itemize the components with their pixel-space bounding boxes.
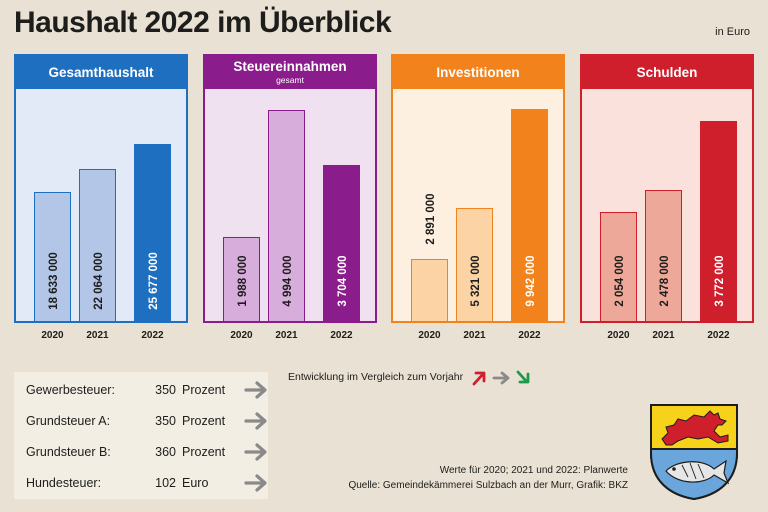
bar-value-label: 3 772 000 xyxy=(713,255,726,307)
bar-2020 xyxy=(34,192,71,321)
page-title: Haushalt 2022 im Überblick xyxy=(14,6,392,39)
bar-2021 xyxy=(79,169,116,321)
chart-title: Investitionen xyxy=(393,56,563,89)
x-tick-label: 2021 xyxy=(275,330,298,341)
chart-title-text: Investitionen xyxy=(436,65,520,80)
arrow-right-icon xyxy=(244,412,267,430)
chart-title: Schulden xyxy=(582,56,752,89)
x-tick-label: 2020 xyxy=(607,330,630,341)
tax-unit: Euro xyxy=(182,476,209,490)
tax-name: Grundsteuer B: xyxy=(26,445,111,459)
footnote-source: Quelle: Gemeindekämmerei Sulzbach an der… xyxy=(348,480,628,491)
bar-2021 xyxy=(268,110,305,321)
bar-2022 xyxy=(323,165,360,321)
bar-value-label: 2 478 000 xyxy=(658,255,671,307)
tax-rates-box: Gewerbesteuer: 350 Prozent Grundsteuer A… xyxy=(14,372,268,499)
chart-title-text: Schulden xyxy=(636,65,698,80)
tax-unit: Prozent xyxy=(182,414,226,428)
tax-value: 350 xyxy=(155,383,176,397)
bar-2021 xyxy=(456,208,493,321)
x-tick-label: 2020 xyxy=(41,330,64,341)
tax-value: 360 xyxy=(155,445,176,459)
bar-value-label: 2 891 000 xyxy=(424,193,437,245)
x-tick-label: 2022 xyxy=(518,330,541,341)
plot-area: 18 633 000 22 064 000 25 677 000 xyxy=(16,89,186,321)
arrow-right-icon xyxy=(244,443,267,461)
x-tick-label: 2021 xyxy=(463,330,486,341)
chart-subtitle: gesamt xyxy=(276,75,304,85)
bar-value-label: 3 704 000 xyxy=(336,255,349,307)
legend-text: Entwicklung im Vergleich zum Vorjahr xyxy=(288,371,464,383)
bar-value-label: 18 633 000 xyxy=(47,252,60,310)
arrow-up-icon xyxy=(472,371,486,386)
tax-unit: Prozent xyxy=(182,383,226,397)
tax-unit: Prozent xyxy=(182,445,226,459)
chart-title-text: Gesamthaushalt xyxy=(48,65,154,80)
chart-panel: Investitionen 2 891 000 5 321 000 9 942 000 xyxy=(391,54,565,323)
plot-area: 2 891 000 5 321 000 9 942 000 xyxy=(393,89,563,321)
plot-area: 1 988 000 4 994 000 3 704 000 xyxy=(205,89,375,321)
bar-2022 xyxy=(700,121,737,321)
x-tick-label: 2020 xyxy=(230,330,253,341)
chart-title-text: Steuereinnahmen xyxy=(233,59,347,74)
arrow-right-icon xyxy=(492,371,510,385)
tax-name: Hundesteuer: xyxy=(26,476,102,490)
x-tick-label: 2021 xyxy=(652,330,675,341)
bar-value-label: 25 677 000 xyxy=(147,252,160,310)
x-tick-label: 2021 xyxy=(86,330,109,341)
coat-of-arms-icon xyxy=(650,404,738,501)
chart-panel: Gesamthaushalt 18 633 000 22 064 000 25 677… xyxy=(14,54,188,323)
legend-icons xyxy=(472,370,530,386)
bar-value-label: 5 321 000 xyxy=(469,255,482,307)
bar-2022 xyxy=(134,144,171,321)
plot-area: 2 054 000 2 478 000 3 772 000 xyxy=(582,89,752,321)
bar-value-label: 9 942 000 xyxy=(524,255,537,307)
arrow-down-icon xyxy=(516,370,530,384)
tax-name: Grundsteuer A: xyxy=(26,414,111,428)
unit-label: in Euro xyxy=(715,26,750,38)
chart-panel: Steuereinnahmen gesamt 1 988 000 4 994 000 3… xyxy=(203,54,377,323)
x-tick-label: 2020 xyxy=(418,330,441,341)
tax-value: 350 xyxy=(155,414,176,428)
bar-2021 xyxy=(645,190,682,321)
footnote-planwerte: Werte für 2020; 2021 und 2022: Planwerte xyxy=(439,465,628,476)
bar-value-label: 2 054 000 xyxy=(613,255,626,307)
bar-2020 xyxy=(223,237,260,321)
arrow-right-icon xyxy=(244,474,267,492)
chart-panel: Schulden 2 054 000 2 478 000 3 772 000 xyxy=(580,54,754,323)
bar-value-label: 22 064 000 xyxy=(92,252,105,310)
bar-2020 xyxy=(411,259,448,321)
tax-value: 102 xyxy=(155,476,176,490)
arrow-right-icon xyxy=(244,381,267,399)
chart-title: Steuereinnahmen gesamt xyxy=(205,56,375,89)
bar-value-label: 1 988 000 xyxy=(236,255,249,307)
x-tick-label: 2022 xyxy=(330,330,353,341)
x-tick-label: 2022 xyxy=(141,330,164,341)
bar-value-label: 4 994 000 xyxy=(281,255,294,307)
chart-title: Gesamthaushalt xyxy=(16,56,186,89)
bar-2020 xyxy=(600,212,637,321)
x-tick-label: 2022 xyxy=(707,330,730,341)
bar-2022 xyxy=(511,109,548,321)
tax-name: Gewerbesteuer: xyxy=(26,383,115,397)
